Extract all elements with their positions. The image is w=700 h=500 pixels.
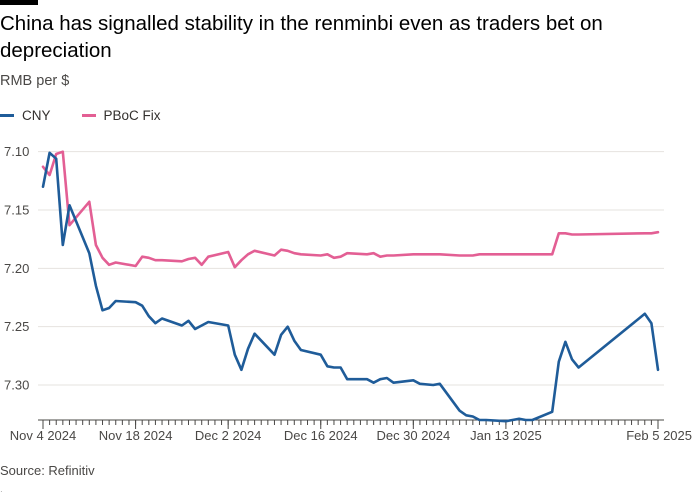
y-axis-unit-label: RMB per $: [0, 73, 70, 89]
y-tick-label: 7.20: [4, 261, 29, 276]
legend-item-cny: CNY: [0, 108, 51, 123]
x-tick-label: Nov 18 2024: [99, 428, 173, 443]
y-tick-label: 7.10: [4, 144, 29, 159]
y-tick-label: 7.15: [4, 203, 29, 218]
footer-mark: ·: [0, 487, 3, 496]
series-line-cny: [41, 151, 660, 423]
x-tick-label: Jan 13 2025: [470, 428, 542, 443]
series-line-pboc-fix: [41, 150, 660, 269]
legend-label-cny: CNY: [22, 107, 51, 123]
y-tick-label: 7.25: [4, 319, 29, 334]
x-tick-label: Dec 30 2024: [376, 428, 450, 443]
chart-title: China has signalled stability in the ren…: [0, 12, 603, 62]
x-tick-label: Feb 5 2025: [626, 428, 692, 443]
legend-label-pboc: PBoC Fix: [103, 107, 161, 123]
gridlines: [38, 151, 664, 386]
legend-item-pboc: PBoC Fix: [81, 107, 161, 123]
x-tick-label: Nov 4 2024: [10, 428, 77, 443]
series-lines: [41, 150, 660, 423]
x-axis: Nov 4 2024 Nov 18 2024 Dec 2 2024 Dec 16 20…: [10, 419, 692, 443]
legend-swatch-pboc: [81, 113, 96, 117]
y-tick-label: 7.30: [4, 378, 29, 393]
y-axis-tick-labels: 7.10 7.15 7.20 7.25 7.30: [4, 144, 29, 392]
brand-bar: [0, 0, 38, 5]
x-tick-label: Dec 16 2024: [284, 428, 358, 443]
legend: CNY PBoC Fix: [0, 105, 192, 125]
source-note: Source: Refinitiv: [0, 463, 95, 478]
line-chart: 7.10 7.15 7.20 7.25 7.30 Nov 4 2024 Nov 18 20…: [4, 144, 692, 443]
legend-swatch-cny: [0, 113, 14, 117]
x-tick-label: Dec 2 2024: [195, 428, 262, 443]
